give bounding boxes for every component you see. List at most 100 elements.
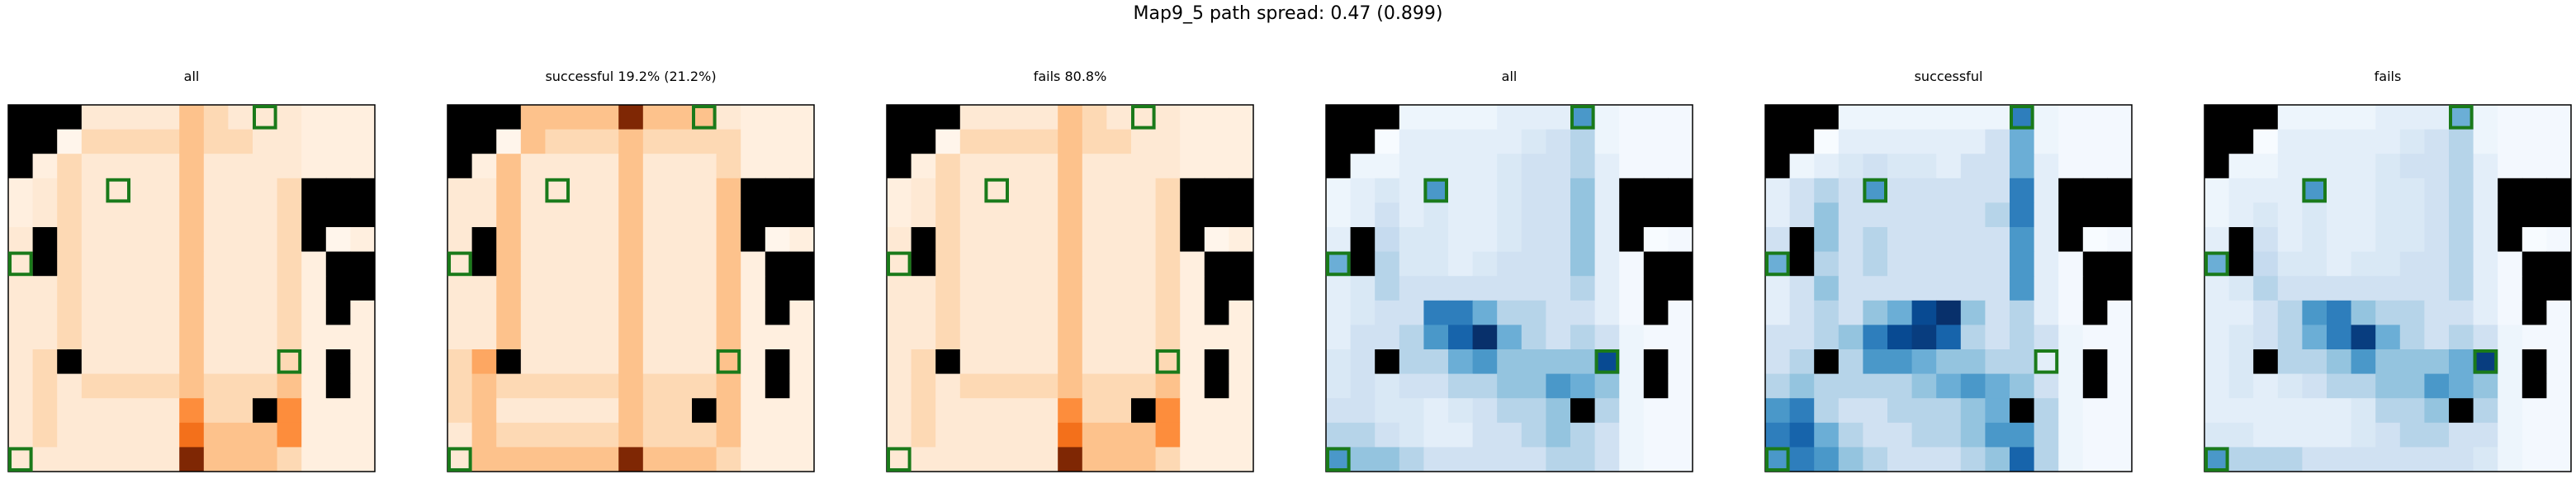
- heatmap-cell: [1399, 105, 1424, 130]
- heatmap-cell: [2375, 178, 2401, 203]
- heatmap-cell: [545, 300, 571, 325]
- heatmap-cell: [32, 325, 58, 350]
- heatmap-cell: [692, 129, 717, 154]
- heatmap-cell: [520, 398, 546, 424]
- goal-marker: [2449, 105, 2474, 130]
- heatmap-cell: [667, 276, 693, 301]
- heatmap-cell: [1082, 129, 1107, 154]
- heatmap-cell: [228, 129, 253, 154]
- heatmap-cell: [716, 178, 741, 203]
- heatmap-panel-1: all: [7, 69, 376, 472]
- heatmap-cell: [887, 276, 912, 301]
- heatmap-cell: [520, 227, 546, 253]
- heatmap-cell: [935, 154, 961, 179]
- heatmap-cell: [959, 251, 985, 277]
- heatmap-cell: [1960, 349, 1986, 375]
- heatmap-cell: [179, 105, 205, 130]
- heatmap-cell: [594, 202, 619, 228]
- heatmap-cell: [1497, 227, 1522, 253]
- heatmap-cell: [1985, 105, 2010, 130]
- heatmap-cell: [2473, 105, 2498, 130]
- heatmap-cell: [765, 398, 790, 424]
- heatmap-cell: [2253, 422, 2279, 448]
- heatmap-cell: [496, 154, 522, 179]
- heatmap-cell: [1960, 251, 1986, 277]
- heatmap-cell: [350, 129, 376, 154]
- heatmap-cell: [2449, 373, 2474, 399]
- heatmap-cell: [1887, 398, 1913, 424]
- heatmap-cell: [1985, 325, 2010, 350]
- obstacle-cell: [253, 398, 278, 424]
- goal-marker: [1131, 105, 1156, 130]
- heatmap-cell: [1058, 105, 1083, 130]
- heatmap-cell: [2375, 154, 2401, 179]
- heatmap-cell: [301, 447, 327, 472]
- heatmap-cell: [741, 422, 766, 448]
- heatmap-cell: [1229, 227, 1254, 253]
- heatmap-cell: [1863, 349, 1888, 375]
- heatmap-cell: [1399, 373, 1424, 399]
- heatmap-cell: [1033, 422, 1058, 448]
- heatmap-cell: [1375, 227, 1400, 253]
- heatmap-cell: [618, 202, 644, 228]
- heatmap-cell: [959, 300, 985, 325]
- heatmap-cell: [1058, 202, 1083, 228]
- heatmap-cell: [765, 105, 790, 130]
- heatmap-cell: [130, 129, 156, 154]
- heatmap-cell: [1838, 154, 1863, 179]
- heatmap-cell: [2522, 398, 2547, 424]
- heatmap-cell: [1863, 227, 1888, 253]
- heatmap-cell: [2058, 422, 2084, 448]
- heatmap-cell: [1155, 202, 1181, 228]
- heatmap-cell: [618, 447, 644, 472]
- heatmap-cell: [1082, 154, 1107, 179]
- heatmap-cell: [2228, 154, 2254, 179]
- heatmap-cell: [2327, 154, 2352, 179]
- heatmap-cell: [1570, 373, 1596, 399]
- heatmap-cell: [545, 178, 571, 203]
- obstacle-cell: [2522, 276, 2547, 301]
- heatmap-cell: [1229, 422, 1254, 448]
- heatmap-panel-4: all: [1325, 69, 1693, 472]
- heatmap-cell: [1594, 154, 1620, 179]
- heatmap-cell: [1082, 447, 1107, 472]
- heatmap-cell: [716, 276, 741, 301]
- heatmap-cell: [570, 129, 595, 154]
- heatmap-cell: [1180, 349, 1205, 375]
- heatmap-cell: [1643, 422, 1669, 448]
- heatmap-cell: [1838, 251, 1863, 277]
- heatmap-cell: [154, 325, 180, 350]
- heatmap-cell: [2399, 398, 2425, 424]
- obstacle-cell: [1350, 227, 1376, 253]
- heatmap-cell: [1033, 251, 1058, 277]
- heatmap-cell: [1350, 178, 1376, 203]
- heatmap-cell: [277, 129, 302, 154]
- heatmap-cell: [1472, 227, 1498, 253]
- heatmap-cell: [1082, 373, 1107, 399]
- heatmap-cell: [1497, 178, 1522, 203]
- obstacle-cell: [471, 129, 497, 154]
- heatmap-cell: [1497, 325, 1522, 350]
- heatmap-cell: [2107, 129, 2133, 154]
- obstacle-cell: [325, 373, 351, 399]
- obstacle-cell: [2010, 398, 2035, 424]
- heatmap-cell: [154, 300, 180, 325]
- heatmap-cell: [2228, 422, 2254, 448]
- obstacle-cell: [32, 105, 58, 130]
- obstacle-cell: [1643, 349, 1669, 375]
- heatmap-cell: [2375, 447, 2401, 472]
- heatmap-cell: [1668, 349, 1693, 375]
- heatmap-cell: [350, 154, 376, 179]
- heatmap-cell: [1497, 447, 1522, 472]
- heatmap-cell: [2228, 349, 2254, 375]
- heatmap-cell: [203, 422, 229, 448]
- heatmap-cell: [2228, 447, 2254, 472]
- obstacle-cell: [1229, 251, 1254, 277]
- heatmap-cell: [1765, 227, 1791, 253]
- obstacle-cell: [1668, 276, 1693, 301]
- obstacle-cell: [911, 251, 936, 277]
- heatmap-cell: [1155, 154, 1181, 179]
- heatmap-cell: [447, 178, 473, 203]
- heatmap-cell: [911, 300, 936, 325]
- heatmap-cell: [2204, 227, 2230, 253]
